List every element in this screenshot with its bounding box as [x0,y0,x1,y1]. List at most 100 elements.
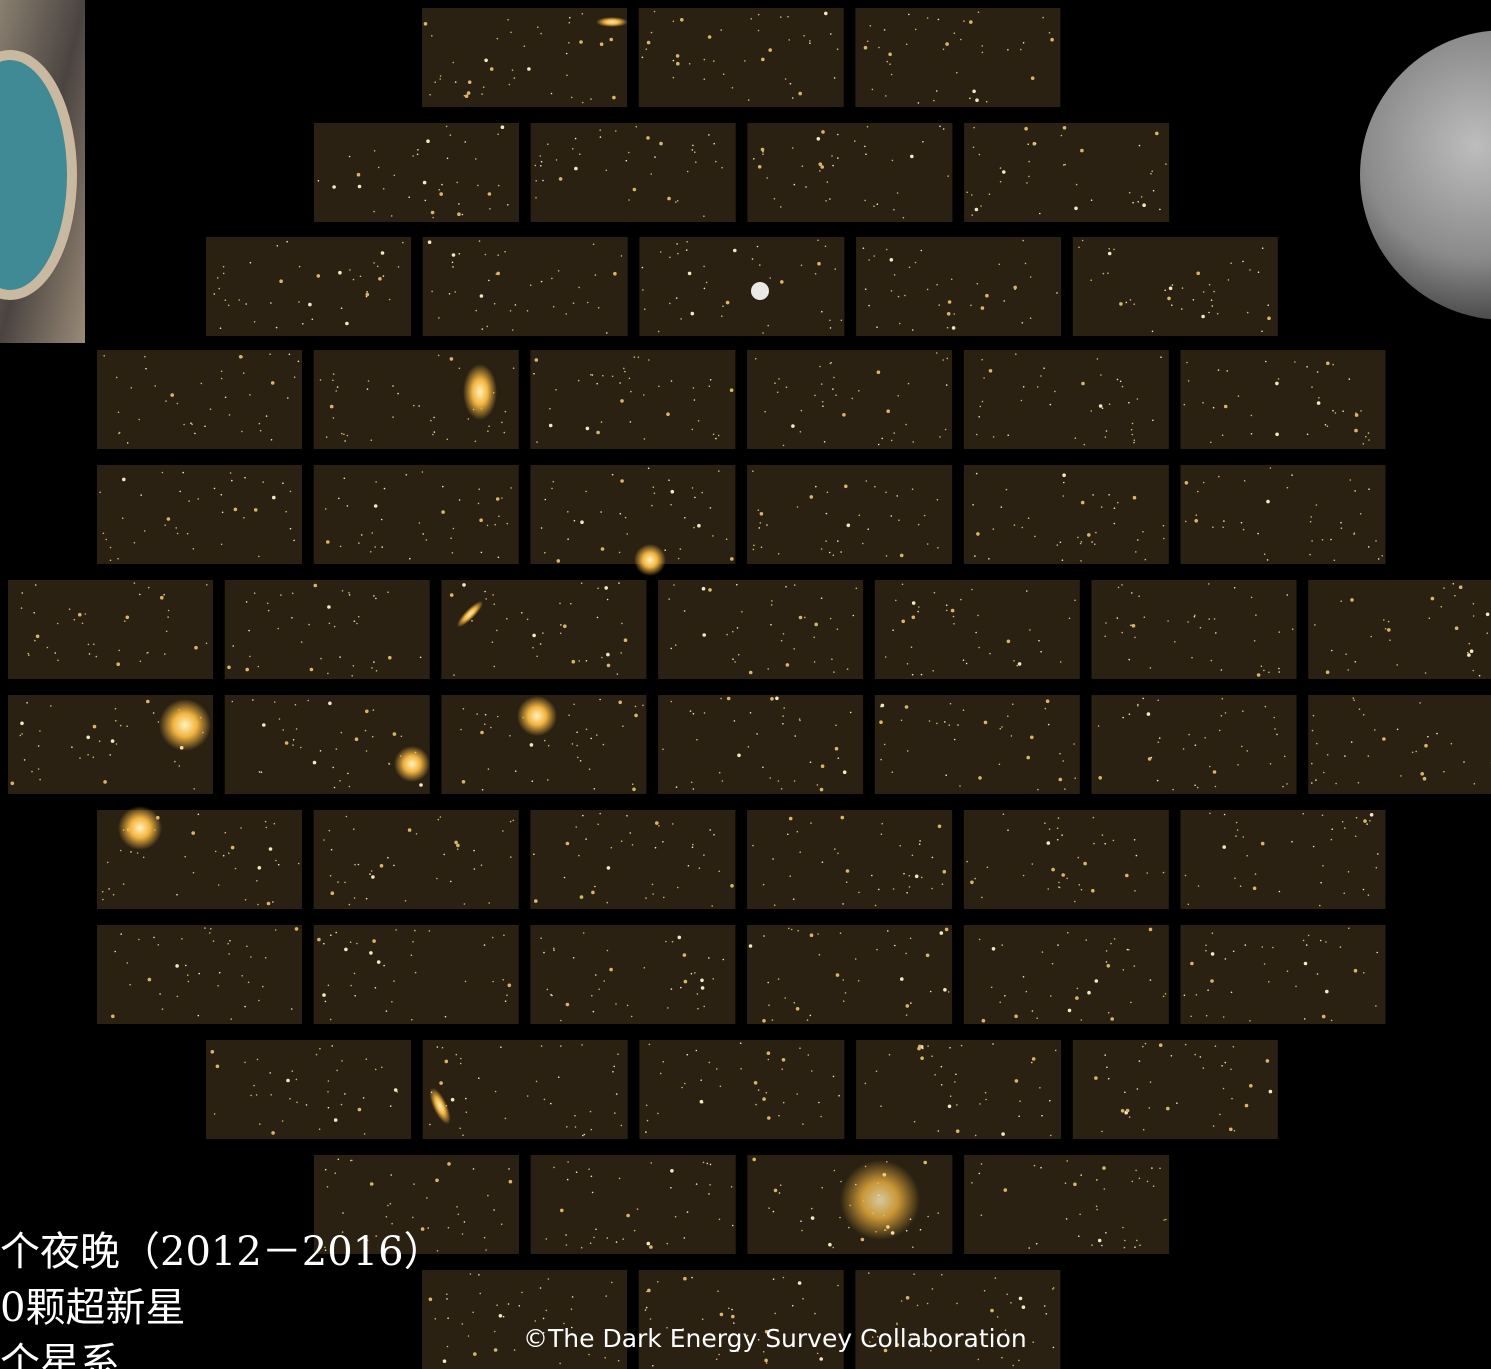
ccd-tile [423,1040,628,1139]
star [408,196,410,198]
star [540,937,542,939]
star [254,321,256,323]
star [1268,981,1270,983]
star [454,841,458,845]
star [1134,890,1136,892]
star [1349,378,1351,380]
star [937,1212,939,1214]
star [1149,928,1153,932]
star [617,1053,619,1055]
star [708,134,710,136]
star [1022,322,1024,324]
star [250,1095,252,1097]
star [1078,1235,1080,1237]
star [728,1308,730,1310]
star [564,877,566,879]
star [989,193,991,195]
star [496,497,500,501]
star [927,17,929,19]
star [543,952,545,954]
star [447,158,449,160]
star [450,593,454,597]
star [509,1180,513,1184]
star [905,705,909,709]
star [1470,649,1474,653]
star [780,16,782,18]
star [193,788,195,790]
star [1049,828,1051,830]
star [912,441,914,443]
star [732,631,734,633]
star [452,266,454,268]
star [391,1001,393,1003]
star [632,788,636,792]
star [942,359,944,361]
star [945,429,947,431]
star [33,612,35,614]
star [672,941,674,943]
star [619,552,621,554]
star [439,1081,443,1085]
star [766,1092,768,1094]
star [673,77,675,79]
star [572,1296,574,1298]
star [140,494,142,496]
star [1028,161,1030,163]
star [1363,819,1367,823]
star [716,1359,718,1361]
star [338,1159,340,1161]
star [966,663,968,665]
star [603,744,605,746]
star [1004,1188,1008,1192]
star [604,1357,606,1359]
star [1214,618,1216,620]
star [1191,657,1193,659]
star [336,748,338,750]
star [1044,822,1046,824]
star [341,1104,343,1106]
star [951,279,953,281]
star [134,542,136,544]
star [542,632,544,634]
star [763,884,765,886]
star [781,640,783,642]
star [211,1050,215,1054]
star [146,700,150,704]
star [646,1291,648,1293]
star [1317,973,1319,975]
star [820,788,824,792]
star [1139,1060,1141,1062]
star [143,857,145,859]
star [327,1091,329,1093]
star [1266,1059,1270,1063]
star [21,607,23,609]
star [1131,429,1133,431]
star [696,1183,698,1185]
star [272,496,276,500]
star [881,704,885,708]
star [1368,439,1370,441]
star [426,539,428,541]
star [1130,1002,1132,1004]
star [730,557,734,561]
star [450,537,452,539]
star [367,388,369,390]
star [719,1219,721,1221]
star [560,633,562,635]
star [732,87,734,89]
star [840,1181,842,1183]
star [231,846,235,850]
star [1050,38,1054,42]
star [1308,935,1310,937]
star [325,1169,327,1171]
star [1048,724,1050,726]
star [756,733,758,735]
star [1354,429,1358,433]
star [581,582,583,584]
star [364,1133,366,1135]
star [647,1120,649,1122]
star [1245,944,1247,946]
star [944,721,946,723]
star [1152,331,1154,333]
star [1119,302,1123,306]
